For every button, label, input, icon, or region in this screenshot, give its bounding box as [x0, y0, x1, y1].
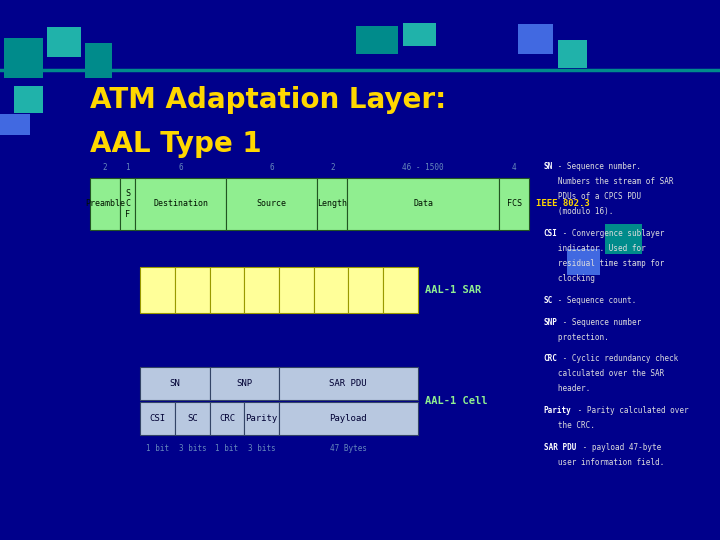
Text: FCS: FCS: [507, 199, 521, 208]
Text: CSI: CSI: [150, 414, 166, 423]
Bar: [348, 267, 383, 313]
Bar: [518, 24, 553, 54]
Text: calculated over the SAR: calculated over the SAR: [544, 369, 664, 379]
Text: 6: 6: [269, 163, 274, 172]
Bar: [383, 267, 418, 313]
Text: user information field.: user information field.: [544, 458, 664, 467]
Text: - Sequence count.: - Sequence count.: [554, 296, 636, 305]
Bar: [210, 402, 244, 435]
Text: 2: 2: [330, 163, 335, 172]
Text: indicator. Used for: indicator. Used for: [544, 244, 645, 253]
Bar: [14, 86, 43, 113]
Bar: [356, 26, 398, 54]
Bar: [314, 267, 348, 313]
Text: Source: Source: [257, 199, 287, 208]
Bar: [47, 27, 81, 57]
Bar: [226, 178, 318, 230]
Text: SC: SC: [187, 414, 198, 423]
Bar: [175, 402, 210, 435]
Text: Data: Data: [413, 199, 433, 208]
Bar: [140, 402, 175, 435]
Bar: [90, 178, 120, 230]
Bar: [140, 267, 175, 313]
Bar: [279, 367, 418, 400]
Text: 4: 4: [512, 163, 516, 172]
Text: header.: header.: [544, 384, 590, 394]
Text: 2: 2: [103, 163, 107, 172]
Bar: [244, 402, 279, 435]
Bar: [120, 178, 135, 230]
Text: 3 bits: 3 bits: [248, 444, 276, 454]
Text: CRC: CRC: [219, 414, 235, 423]
Bar: [210, 367, 279, 400]
Text: Payload: Payload: [330, 414, 367, 423]
Text: - Cyclic redundancy check: - Cyclic redundancy check: [558, 354, 678, 363]
Text: 3 bits: 3 bits: [179, 444, 206, 454]
Bar: [605, 224, 642, 254]
Text: SAR PDU: SAR PDU: [544, 443, 576, 452]
Text: the CRC.: the CRC.: [544, 421, 595, 430]
Text: PDUs of a CPCS PDU: PDUs of a CPCS PDU: [544, 192, 641, 201]
Bar: [175, 267, 210, 313]
Text: - payload 47-byte: - payload 47-byte: [578, 443, 661, 452]
Text: (modulo 16).: (modulo 16).: [544, 207, 613, 217]
Text: 1 bit: 1 bit: [215, 444, 238, 454]
Bar: [279, 402, 418, 435]
Bar: [135, 178, 226, 230]
Text: 1: 1: [125, 163, 130, 172]
Text: Numbers the stream of SAR: Numbers the stream of SAR: [544, 177, 673, 186]
Text: AAL Type 1: AAL Type 1: [90, 130, 261, 158]
Text: SNP: SNP: [544, 318, 557, 327]
Text: ATM Adaptation Layer:: ATM Adaptation Layer:: [90, 86, 446, 114]
Text: Length: Length: [318, 199, 347, 208]
Text: CRC: CRC: [544, 354, 557, 363]
Text: Preamble: Preamble: [85, 199, 125, 208]
Text: SNP: SNP: [236, 379, 253, 388]
Text: protection.: protection.: [544, 333, 608, 342]
Bar: [403, 23, 436, 46]
Text: SN: SN: [544, 162, 553, 171]
Text: S
C
F: S C F: [125, 189, 130, 219]
Bar: [499, 178, 529, 230]
Text: IEEE 802.3: IEEE 802.3: [536, 199, 590, 208]
Text: 46 - 1500: 46 - 1500: [402, 163, 444, 172]
Bar: [140, 367, 210, 400]
Bar: [279, 267, 314, 313]
Bar: [348, 178, 499, 230]
Text: Destination: Destination: [153, 199, 208, 208]
Text: Parity: Parity: [246, 414, 278, 423]
Bar: [558, 40, 587, 68]
Bar: [0, 114, 30, 135]
Text: Parity: Parity: [544, 406, 572, 415]
Text: 1 bit: 1 bit: [146, 444, 169, 454]
Text: SC: SC: [544, 296, 553, 305]
Text: AAL-1 Cell: AAL-1 Cell: [425, 396, 487, 406]
Text: - Sequence number.: - Sequence number.: [554, 162, 642, 171]
Bar: [567, 249, 600, 275]
Bar: [4, 38, 43, 78]
Bar: [244, 267, 279, 313]
Text: 47 Bytes: 47 Bytes: [330, 444, 366, 454]
Text: 6: 6: [179, 163, 183, 172]
Text: clocking: clocking: [544, 274, 595, 284]
Text: AAL-1 SAR: AAL-1 SAR: [425, 285, 481, 295]
Text: CSI: CSI: [544, 229, 557, 238]
Text: SN: SN: [170, 379, 181, 388]
Bar: [210, 267, 244, 313]
Text: SAR PDU: SAR PDU: [330, 379, 367, 388]
Text: residual time stamp for: residual time stamp for: [544, 259, 664, 268]
Text: - Sequence number: - Sequence number: [558, 318, 642, 327]
Text: - Parity calculated over: - Parity calculated over: [573, 406, 688, 415]
Bar: [85, 43, 112, 78]
Text: - Convergence sublayer: - Convergence sublayer: [558, 229, 665, 238]
Bar: [318, 178, 348, 230]
